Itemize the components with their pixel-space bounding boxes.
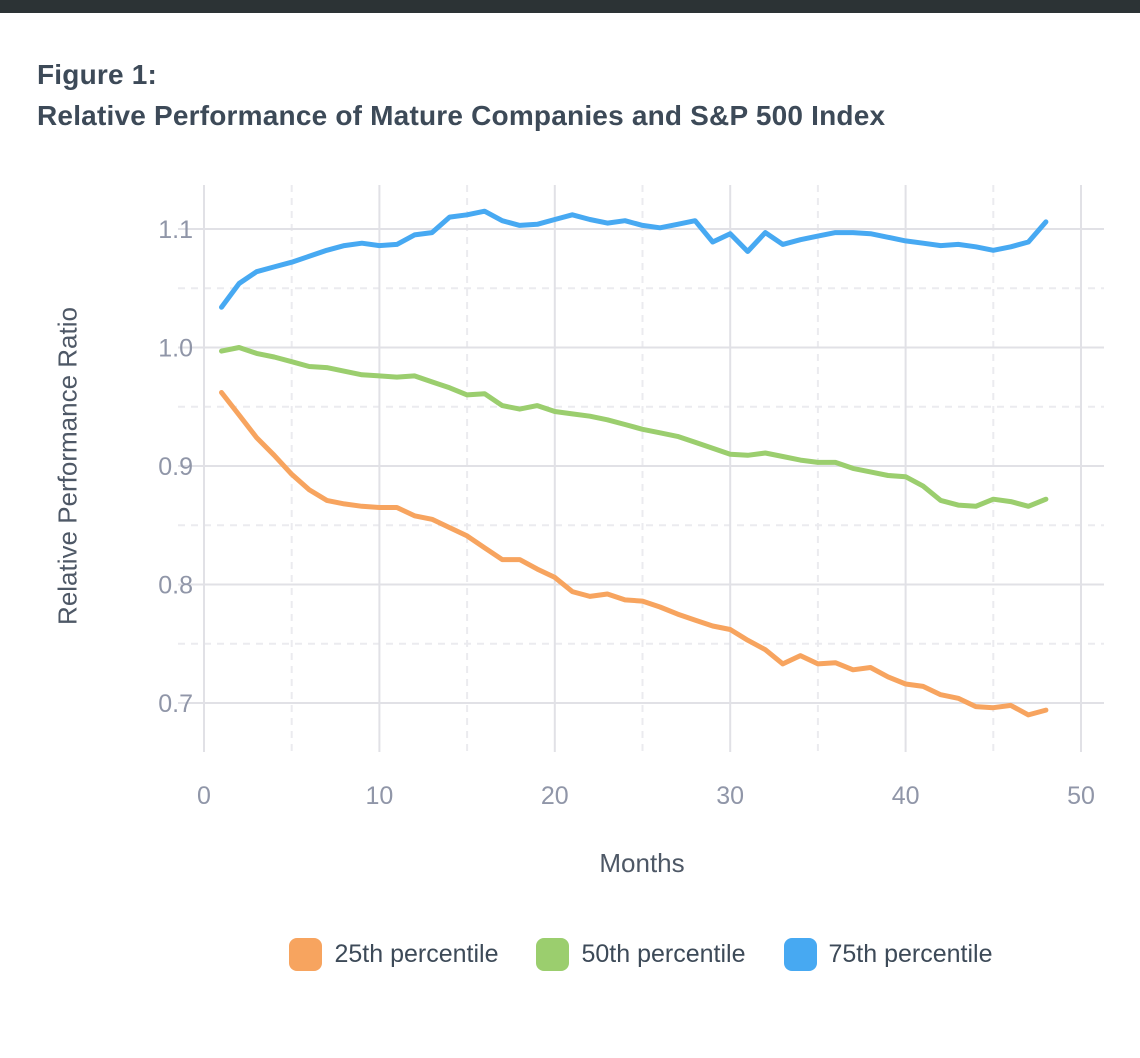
x-tick-label: 30 bbox=[716, 782, 744, 810]
legend-item-50th-percentile: 50th percentile bbox=[536, 938, 746, 971]
legend-swatch-50th-percentile bbox=[536, 938, 570, 971]
x-axis-title: Months bbox=[599, 848, 685, 878]
y-tick-label: 0.7 bbox=[158, 690, 193, 718]
series-line-75th-percentile bbox=[219, 208, 1049, 310]
x-tick-label: 0 bbox=[197, 782, 211, 810]
legend-item-75th-percentile: 75th percentile bbox=[783, 938, 993, 971]
series-line-50th-percentile bbox=[219, 345, 1049, 509]
legend-swatch-75th-percentile bbox=[783, 938, 817, 971]
legend-label-25th-percentile: 25th percentile bbox=[334, 940, 499, 968]
y-tick-label: 0.9 bbox=[158, 453, 193, 481]
series-line-25th-percentile bbox=[219, 390, 1049, 718]
legend-item-25th-percentile: 25th percentile bbox=[289, 938, 498, 971]
x-tick-label: 50 bbox=[1067, 782, 1095, 810]
figure-name: Relative Performance of Mature Companies… bbox=[37, 100, 886, 131]
top-accent-bar bbox=[0, 0, 1140, 13]
figure-title-block: Figure 1: Relative Performance of Mature… bbox=[37, 54, 885, 136]
legend: 25th percentile 50th percentile 75th per… bbox=[178, 938, 1104, 971]
legend-swatch-25th-percentile bbox=[289, 938, 323, 971]
legend-label-50th-percentile: 50th percentile bbox=[581, 940, 746, 968]
x-tick-label: 20 bbox=[541, 782, 569, 810]
legend-label-75th-percentile: 75th percentile bbox=[828, 940, 993, 968]
y-tick-label: 0.8 bbox=[158, 572, 193, 600]
x-tick-label: 10 bbox=[365, 782, 393, 810]
y-axis-title: Relative Performance Ratio bbox=[52, 307, 83, 625]
figure-label: Figure 1: bbox=[37, 59, 158, 90]
y-tick-label: 1.1 bbox=[158, 216, 193, 244]
x-tick-label: 40 bbox=[892, 782, 920, 810]
y-tick-label: 1.0 bbox=[158, 335, 193, 363]
